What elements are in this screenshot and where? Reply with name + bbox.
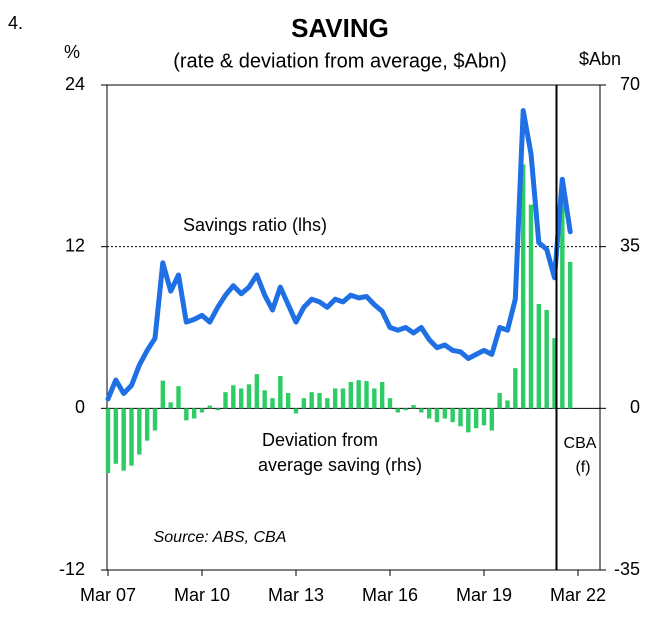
x-tick-label: Mar 16: [362, 585, 418, 605]
chart-title: SAVING: [291, 13, 389, 43]
bar: [238, 388, 244, 409]
bar: [285, 393, 291, 409]
chart-number: 4.: [8, 13, 23, 33]
y2-axis-label: $Abn: [579, 49, 621, 69]
bar: [332, 388, 338, 409]
bar: [309, 392, 314, 409]
annotation: average saving (rhs): [258, 455, 422, 475]
bar: [176, 386, 181, 409]
y-tick-label: 24: [65, 74, 85, 94]
bar: [113, 408, 119, 464]
bar: [458, 408, 463, 427]
bar: [301, 398, 307, 409]
bar: [489, 408, 495, 431]
bar: [340, 388, 346, 409]
bar: [481, 408, 487, 426]
plot-frame: [106, 84, 601, 571]
annotation: Savings ratio (lhs): [183, 215, 327, 235]
bar: [372, 388, 377, 409]
bar: [199, 408, 205, 413]
bar: [520, 164, 526, 409]
bar: [450, 408, 455, 423]
bar: [160, 380, 166, 409]
bar: [466, 408, 471, 433]
bar: [207, 405, 213, 409]
bar: [544, 309, 549, 409]
bar: [403, 408, 408, 411]
chart-subtitle: (rate & deviation from average, $Abn): [173, 50, 507, 72]
bar: [270, 398, 275, 409]
bar: [364, 381, 369, 409]
bar: [560, 199, 565, 409]
y2-tick-label: 35: [620, 235, 640, 255]
bar: [528, 204, 534, 409]
x-tick-label: Mar 19: [456, 585, 512, 605]
x-tick-label: Mar 07: [80, 585, 136, 605]
bar: [426, 408, 432, 419]
bar: [387, 398, 393, 409]
bar: [246, 384, 252, 409]
bar: [348, 382, 354, 409]
bar: [223, 392, 228, 409]
bar: [552, 338, 557, 409]
annotation: Source: ABS, CBA: [154, 529, 287, 546]
bar: [231, 385, 236, 409]
x-tick-label: Mar 10: [174, 585, 230, 605]
bar: [434, 408, 440, 423]
bar: [497, 393, 502, 409]
bar: [356, 380, 361, 409]
x-tick-label: Mar 22: [550, 585, 606, 605]
bar: [137, 408, 142, 455]
x-tick-label: Mar 13: [268, 585, 324, 605]
y2-tick-label: 0: [630, 397, 640, 417]
y-tick-label: -12: [59, 559, 85, 579]
bar: [395, 408, 401, 413]
y-tick-label: 12: [65, 235, 85, 255]
bar: [184, 408, 189, 421]
bar: [152, 408, 158, 431]
bar: [105, 408, 111, 473]
bar: [505, 400, 510, 409]
bar: [567, 261, 573, 409]
bar: [325, 398, 330, 409]
bar: [278, 376, 283, 409]
bar: [513, 368, 518, 409]
bar: [473, 408, 479, 429]
y2-tick-label: 70: [620, 74, 640, 94]
y2-tick-label: -35: [614, 559, 640, 579]
bar: [129, 408, 134, 466]
bar: [293, 408, 299, 414]
y-tick-label: 0: [75, 397, 85, 417]
bar: [144, 408, 150, 441]
bar: [168, 402, 173, 409]
bar: [254, 374, 260, 409]
annotation: (f): [575, 459, 590, 476]
annotation: CBA: [564, 435, 597, 452]
bar: [191, 408, 197, 419]
bar: [442, 408, 448, 419]
y-axis-label: %: [64, 42, 80, 62]
bar: [121, 408, 126, 471]
bar: [536, 303, 542, 409]
annotation: Deviation from: [262, 430, 378, 450]
bar: [419, 408, 424, 413]
bar: [317, 393, 322, 409]
bar: [379, 382, 385, 409]
line: [105, 108, 573, 402]
bar: [215, 408, 220, 411]
bar: [411, 405, 416, 409]
bar: [262, 390, 267, 409]
